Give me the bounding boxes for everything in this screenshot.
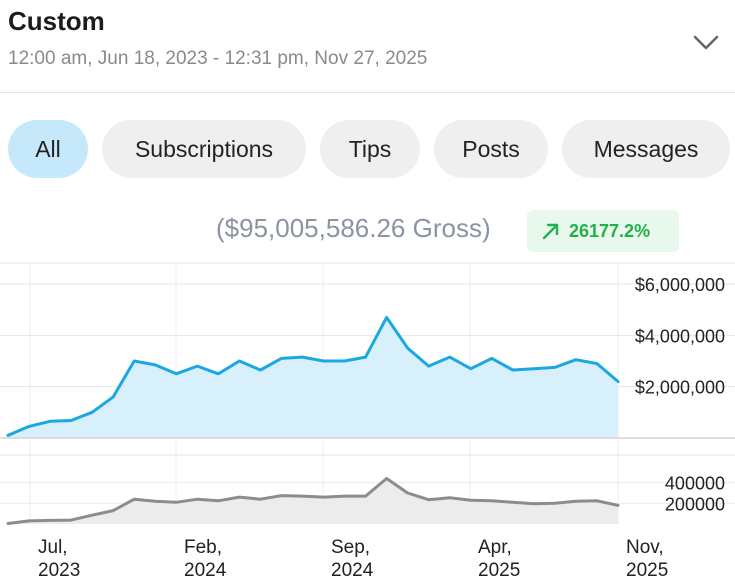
tab-messages[interactable]: Messages — [562, 120, 730, 178]
filter-tabs: All Subscriptions Tips Posts Messages — [0, 120, 735, 182]
main-y-tick-label: $6,000,000 — [635, 275, 725, 295]
arrow-up-right-icon — [542, 223, 559, 240]
main-series-line — [6, 315, 620, 437]
page-title: Custom — [8, 6, 105, 36]
gross-total: ($95,005,586.26 Gross) — [216, 213, 491, 243]
tab-posts[interactable]: Posts — [434, 120, 548, 178]
x-tick-label: Jul, 2023 — [38, 537, 80, 581]
change-badge: 26177.2% — [527, 210, 679, 252]
main-y-tick-label: $2,000,000 — [635, 378, 725, 398]
sec-series-line — [6, 477, 620, 525]
tab-all[interactable]: All — [8, 120, 88, 178]
x-tick-label: Sep, 2024 — [331, 537, 374, 581]
tab-tips[interactable]: Tips — [320, 120, 420, 178]
sec-y-tick-label: 400000 — [665, 474, 725, 494]
main-y-tick-label: $4,000,000 — [635, 326, 725, 346]
chevron-down-icon[interactable] — [690, 26, 722, 58]
earnings-chart: $6,000,000 $4,000,000 $2,000,000 4000002000… — [0, 262, 735, 581]
x-tick-label: Apr, 2025 — [478, 537, 520, 581]
date-range: 12:00 am, Jun 18, 2023 - 12:31 pm, Nov 2… — [8, 48, 428, 69]
sec-area-fill — [8, 478, 618, 524]
header: Custom 12:00 am, Jun 18, 2023 - 12:31 pm… — [0, 0, 735, 93]
x-tick-label: Feb, 2024 — [184, 537, 227, 581]
tab-subscriptions[interactable]: Subscriptions — [102, 120, 306, 178]
x-tick-label: Nov, 2025 — [626, 537, 668, 581]
sec-y-tick-label: 200000 — [665, 494, 725, 514]
main-area-fill — [8, 317, 618, 438]
change-percent: 26177.2% — [569, 221, 651, 241]
